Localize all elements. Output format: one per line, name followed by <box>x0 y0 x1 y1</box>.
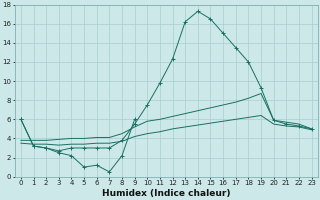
X-axis label: Humidex (Indice chaleur): Humidex (Indice chaleur) <box>102 189 230 198</box>
